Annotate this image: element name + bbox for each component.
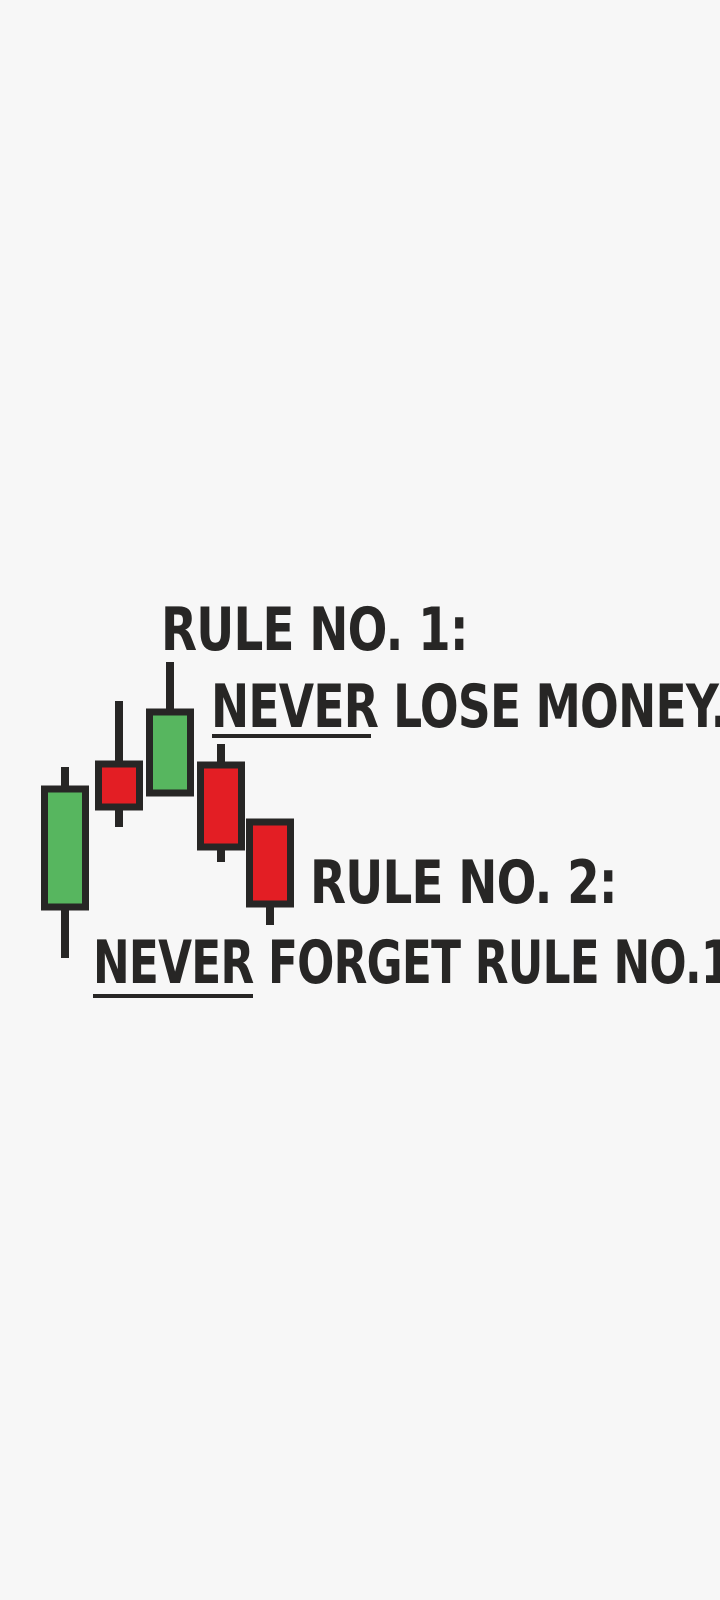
candle-1-body [41,785,89,911]
candle-5-body [246,818,294,908]
candle-3-body [146,708,194,797]
rule-one-title: RULE NO. 1: [161,595,469,665]
rule-one-line: NEVER LOSE MONEY. [211,672,720,742]
never-underline [212,734,371,738]
candle-4-body [197,761,245,851]
candle-2-body [95,760,143,811]
rule-two-title: RULE NO. 2: [310,848,618,918]
never-underline [93,994,253,998]
rule-two-line: NEVER FORGET RULE NO.1. [93,928,720,998]
